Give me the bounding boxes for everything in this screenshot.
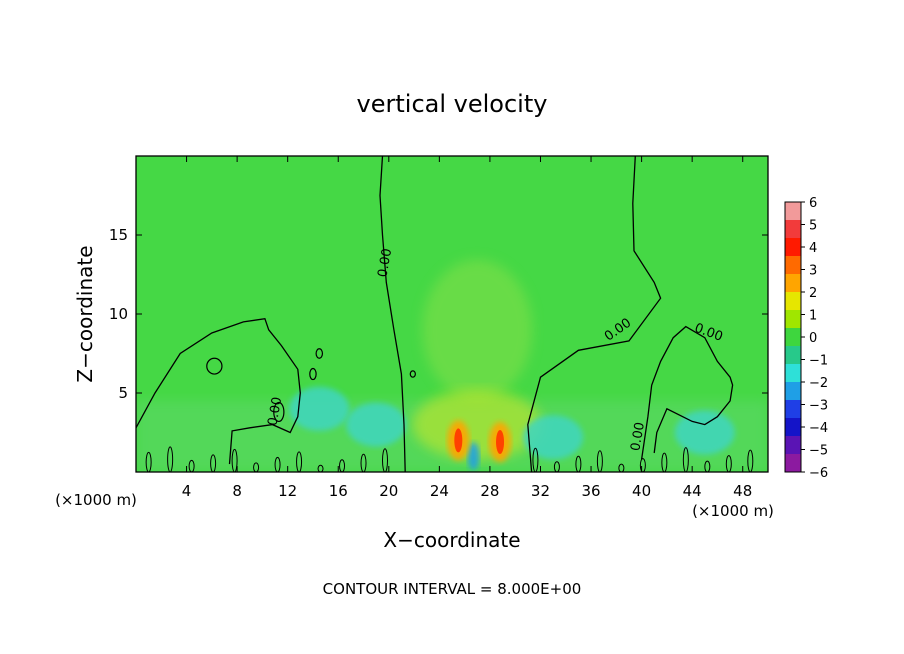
surface-contour-loop	[360, 453, 367, 472]
surface-contour-loop	[532, 447, 539, 472]
downdraft-cell	[346, 402, 407, 447]
contour-loop	[273, 401, 285, 423]
colorbar-segment	[785, 418, 801, 437]
surface-contour-loop	[747, 449, 754, 472]
colorbar-tick-label: 2	[809, 286, 817, 301]
surface-contour-loop	[725, 455, 732, 472]
plot-area: 0.000.000.00 0.000.00	[135, 155, 769, 473]
colorbar-segment	[785, 310, 801, 329]
contour-line	[527, 156, 662, 472]
x-tick-label: 28	[480, 482, 499, 500]
contour-loop	[206, 357, 223, 375]
x-tick-label: 44	[683, 482, 702, 500]
colorbar-segment	[785, 400, 801, 419]
colorbar-segment	[785, 364, 801, 383]
contour-loop	[409, 370, 416, 378]
surface-contour-loop	[210, 454, 217, 472]
x-unit-left: (×1000 m)	[55, 491, 137, 509]
y-tick-label: 5	[118, 384, 128, 402]
chart-title: vertical velocity	[357, 90, 548, 118]
colorbar-segment	[785, 202, 801, 221]
surface-contour-loop	[382, 448, 389, 472]
x-tick-label: 16	[329, 482, 348, 500]
x-tick-label: 12	[278, 482, 297, 500]
x-unit-right: (×1000 m)	[692, 502, 774, 520]
surface-contour-loop	[618, 463, 625, 472]
colorbar-segment	[785, 454, 801, 473]
surface-contour-loop	[553, 461, 560, 472]
updraft-plume	[422, 259, 533, 400]
x-tick-label: 32	[531, 482, 550, 500]
colorbar-tick-label: −3	[809, 399, 828, 414]
colorbar-segment	[785, 274, 801, 293]
contour-loop	[309, 367, 317, 381]
contour-line	[379, 156, 406, 472]
colorbar-segment	[785, 292, 801, 311]
colorbar-tick-label: −4	[809, 421, 828, 436]
colorbar-tick-label: 6	[809, 196, 817, 211]
colorbar-tick-label: 1	[809, 309, 817, 324]
x-tick-label: 48	[733, 482, 752, 500]
contour-loop	[315, 348, 324, 359]
colorbar-tick-label: −1	[809, 354, 828, 369]
velocity-field	[136, 259, 768, 472]
colorbar-segment	[785, 436, 801, 455]
y-tick-label: 15	[109, 226, 128, 244]
downdraft-cell	[467, 442, 480, 471]
y-tick-label: 10	[109, 305, 128, 323]
surface-contour-loop	[167, 446, 174, 472]
downdraft-cell	[674, 410, 735, 455]
colorbar-segment	[785, 382, 801, 401]
downdraft-cell	[289, 386, 350, 431]
surface-contour-loop	[188, 459, 195, 472]
y-axis-label: Z−coordinate	[73, 245, 97, 382]
colorbar-legend: 6 5 4 3 2 1 0 −1 −2 −3 −4 −5 −6	[784, 196, 828, 481]
downdraft-cell	[523, 415, 584, 460]
colorbar-tick-label: −5	[809, 444, 828, 459]
surface-contour-loop	[575, 455, 582, 472]
colorbar-tick-label: 3	[809, 264, 817, 279]
colorbar-tick-label: 5	[809, 219, 817, 234]
contour-label: 0.00	[265, 396, 285, 427]
updraft-cell-core	[454, 428, 463, 453]
x-axis-label: X−coordinate	[383, 528, 520, 552]
colorbar-segment	[785, 328, 801, 347]
colorbar-segment	[785, 256, 801, 275]
y-axis-ticks: 5 10 15	[109, 226, 768, 402]
surface-contour-loop	[339, 459, 346, 472]
colorbar-segment	[785, 220, 801, 239]
x-tick-label: 36	[581, 482, 600, 500]
x-tick-label: 4	[182, 482, 192, 500]
updraft-cell-core	[496, 429, 505, 454]
colorbar-segment	[785, 346, 801, 365]
colorbar-tick-label: −6	[809, 466, 828, 481]
surface-contour-loop	[682, 447, 689, 472]
zero-contours: 0.000.000.00 0.000.00	[136, 156, 754, 472]
colorbar-tick-label: −2	[809, 376, 828, 391]
contour-line	[640, 325, 734, 460]
contour-label: 0.00	[628, 421, 648, 452]
contour-interval-note: CONTOUR INTERVAL = 8.000E+00	[323, 580, 582, 598]
surface-contour-loop	[145, 451, 152, 472]
x-tick-label: 8	[232, 482, 242, 500]
colorbar-tick-label: 0	[809, 331, 817, 346]
x-tick-label: 20	[379, 482, 398, 500]
x-axis-ticks: 4 8 12 16 20 24 28 32 36 40 44 48	[182, 156, 752, 500]
contour-line	[136, 317, 301, 465]
colorbar-tick-label: 4	[809, 241, 817, 256]
x-tick-label: 24	[430, 482, 449, 500]
x-tick-label: 40	[632, 482, 651, 500]
colorbar-segment	[785, 238, 801, 257]
contour-label: 0.00	[375, 247, 395, 278]
